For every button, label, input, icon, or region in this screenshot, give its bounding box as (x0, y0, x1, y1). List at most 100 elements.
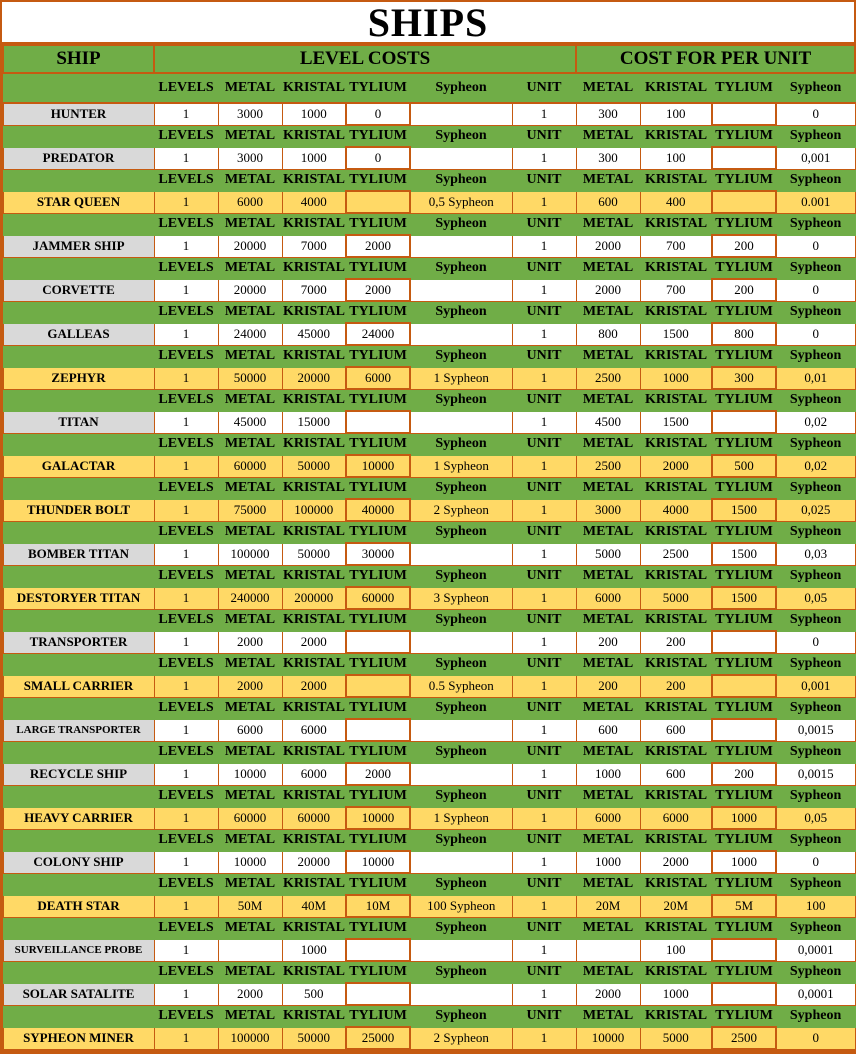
ship-row: SYPHEON MINER 1 100000 50000 25000 2 Sypheon 1… (2, 1026, 856, 1050)
sypheon-col-header: Sypheon (409, 300, 513, 324)
tylium-col-header: TYLIUM (345, 344, 411, 368)
metal-col-header: METAL (217, 520, 283, 544)
unit-kristal-col-header: KRISTAL (639, 344, 713, 368)
levels-cell: 1 (153, 498, 219, 522)
unit-cell: 1 (511, 498, 577, 522)
levels-cell: 1 (153, 586, 219, 610)
kristal-cell: 1000 (281, 102, 347, 126)
unit-cell: 1 (511, 938, 577, 962)
unit-tylium-cell (711, 102, 778, 126)
tylium-cell: 24000 (345, 322, 411, 346)
metal-col-header: METAL (217, 168, 283, 192)
unit-cell: 1 (511, 322, 577, 346)
unit-metal-cell: 800 (575, 322, 641, 346)
ship-name-cell: PREDATOR (2, 146, 155, 170)
levels-cell: 1 (153, 454, 219, 478)
unit-kristal-col-header: KRISTAL (639, 608, 713, 632)
metal-cell: 60000 (217, 806, 283, 830)
metal-col-header: METAL (217, 388, 283, 412)
unit-tylium-col-header: TYLIUM (711, 828, 777, 852)
unit-kristal-col-header: KRISTAL (639, 168, 713, 192)
unit-kristal-cell: 2000 (639, 850, 713, 874)
levels-col-header: LEVELS (153, 564, 219, 588)
unit-sypheon-cell: 0,0001 (775, 938, 856, 962)
levels-col-header: LEVELS (153, 300, 219, 324)
tylium-cell: 10M (345, 894, 411, 918)
unit-sypheon-cell: 0,02 (775, 410, 856, 434)
unit-cell: 1 (511, 674, 577, 698)
kristal-col-header: KRISTAL (281, 476, 347, 500)
unit-metal-cell: 4500 (575, 410, 641, 434)
kristal-cell: 4000 (281, 190, 347, 214)
unit-kristal-col-header: KRISTAL (639, 476, 713, 500)
unit-kristal-col-header: KRISTAL (639, 828, 713, 852)
unit-col-header: UNIT (511, 696, 577, 720)
ship-row: COLONY SHIP 1 10000 20000 10000 1 1000 2000 1000… (2, 850, 856, 874)
unit-metal-col-header: METAL (575, 1004, 641, 1028)
kristal-cell: 15000 (281, 410, 347, 434)
metal-cell: 20000 (217, 234, 283, 258)
ship-row: SURVEILLANCE PROBE 1 1000 1 100 0,0001 (2, 938, 856, 962)
metal-cell: 6000 (217, 718, 283, 742)
unit-kristal-col-header: KRISTAL (639, 124, 713, 148)
unit-metal-col-header: METAL (575, 300, 641, 324)
header-spacer-cell (2, 168, 155, 192)
ship-row: PREDATOR 1 3000 1000 0 1 300 100 0,001 (2, 146, 856, 170)
unit-sypheon-col-header: Sypheon (775, 300, 856, 324)
unit-tylium-col-header: TYLIUM (711, 520, 777, 544)
unit-col-header: UNIT (511, 916, 577, 940)
sypheon-cell (409, 102, 513, 126)
tylium-cell: 2000 (345, 234, 411, 258)
levels-col-header: LEVELS (153, 916, 219, 940)
metal-col-header: METAL (217, 72, 283, 104)
tylium-cell: 0 (345, 102, 411, 126)
sypheon-col-header: Sypheon (409, 564, 513, 588)
unit-kristal-col-header: KRISTAL (639, 652, 713, 676)
unit-col-header: UNIT (511, 476, 577, 500)
sypheon-col-header: Sypheon (409, 344, 513, 368)
unit-sypheon-col-header: Sypheon (775, 212, 856, 236)
levels-cell: 1 (153, 542, 219, 566)
sypheon-col-header: Sypheon (409, 960, 513, 984)
unit-sypheon-col-header: Sypheon (775, 608, 856, 632)
sypheon-cell: 1 Sypheon (409, 806, 513, 830)
ship-name-cell: SOLAR SATALITE (2, 982, 155, 1006)
tylium-cell: 2000 (345, 278, 411, 302)
unit-kristal-col-header: KRISTAL (639, 872, 713, 896)
header-spacer-cell (2, 740, 155, 764)
header-spacer-cell (2, 344, 155, 368)
unit-sypheon-cell: 0,0015 (775, 718, 856, 742)
unit-tylium-col-header: TYLIUM (711, 960, 777, 984)
ship-row: DESTORYER TITAN 1 240000 200000 60000 3 Syphe… (2, 586, 856, 610)
header-spacer-cell (2, 300, 155, 324)
metal-cell: 45000 (217, 410, 283, 434)
sypheon-col-header: Sypheon (409, 740, 513, 764)
sypheon-col-header: Sypheon (409, 520, 513, 544)
unit-kristal-cell: 5000 (639, 586, 713, 610)
levels-col-header: LEVELS (153, 344, 219, 368)
tylium-col-header: TYLIUM (345, 784, 411, 808)
sypheon-col-header: Sypheon (409, 388, 513, 412)
tylium-col-header: TYLIUM (345, 916, 411, 940)
unit-cell: 1 (511, 982, 577, 1006)
unit-sypheon-cell: 0 (775, 1026, 856, 1050)
sypheon-cell (409, 146, 513, 170)
unit-sypheon-col-header: Sypheon (775, 256, 856, 280)
ship-row: LARGE TRANSPORTER 1 6000 6000 1 600 600 0,0015 (2, 718, 856, 742)
unit-tylium-cell: 1500 (711, 586, 778, 610)
kristal-col-header: KRISTAL (281, 212, 347, 236)
column-header-row: LEVELS METAL KRISTAL TYLIUM Sypheon UNIT METAL… (2, 828, 856, 852)
unit-tylium-cell: 200 (711, 278, 778, 302)
unit-kristal-col-header: KRISTAL (639, 432, 713, 456)
ship-row: BOMBER TITAN 1 100000 50000 30000 1 5000 2500 15… (2, 542, 856, 566)
sypheon-cell (409, 278, 513, 302)
unit-sypheon-cell: 0 (775, 322, 856, 346)
levels-col-header: LEVELS (153, 388, 219, 412)
unit-tylium-cell: 1000 (711, 806, 778, 830)
sypheon-cell: 1 Sypheon (409, 366, 513, 390)
tylium-col-header: TYLIUM (345, 1004, 411, 1028)
tylium-cell: 30000 (345, 542, 411, 566)
unit-col-header: UNIT (511, 1004, 577, 1028)
unit-cell: 1 (511, 410, 577, 434)
kristal-cell: 6000 (281, 762, 347, 786)
